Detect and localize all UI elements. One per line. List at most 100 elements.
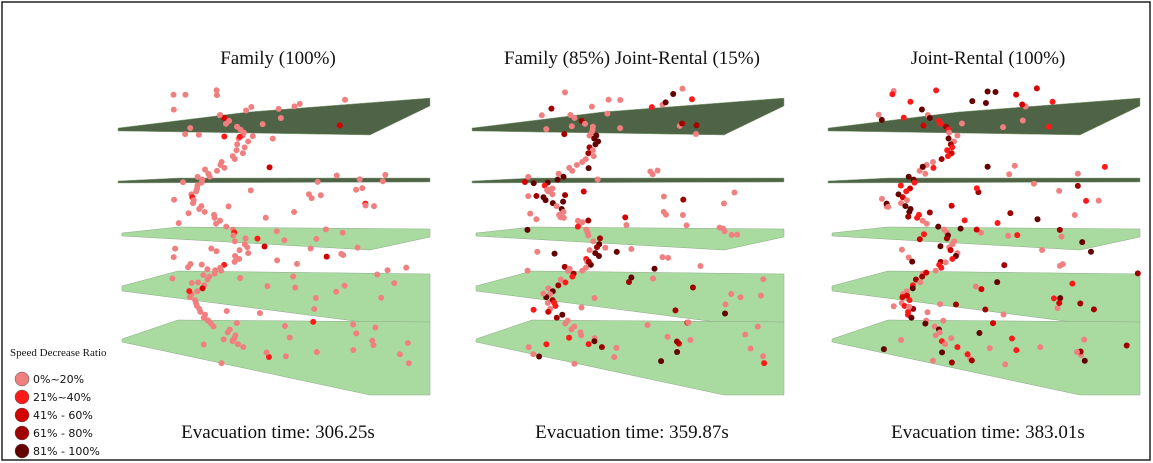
agent-dot	[908, 315, 914, 321]
agent-dot	[617, 125, 623, 131]
agent-dot	[378, 295, 384, 301]
agent-dot	[729, 232, 735, 238]
agent-dot	[171, 254, 177, 260]
agent-dot	[555, 177, 561, 183]
agent-dot	[574, 162, 580, 168]
agent-dot	[591, 338, 597, 344]
agent-dot	[949, 144, 955, 150]
agent-dot	[313, 295, 319, 301]
floor-plane	[472, 178, 784, 183]
agent-dot	[169, 275, 175, 281]
agent-dot	[555, 282, 561, 288]
agent-dot	[1020, 118, 1026, 124]
agent-dot	[363, 203, 369, 209]
agent-dot	[655, 167, 661, 173]
agent-dot	[917, 279, 923, 285]
agent-dot	[562, 89, 568, 95]
agent-dot	[987, 345, 993, 351]
agent-dot	[525, 268, 531, 274]
agent-dot	[270, 136, 276, 142]
agent-dot	[544, 187, 550, 193]
agent-dot	[221, 336, 227, 342]
agent-dot	[176, 220, 182, 226]
agent-dot	[534, 249, 540, 255]
agent-dot	[539, 112, 545, 118]
agent-dot	[572, 115, 578, 121]
agent-dot	[235, 341, 241, 347]
agent-dot	[557, 214, 563, 220]
agent-dot	[562, 321, 568, 327]
agent-dot	[561, 131, 567, 137]
agent-dot	[224, 308, 230, 314]
agent-dot	[551, 300, 557, 306]
legend-swatch	[15, 372, 29, 386]
agent-dot	[391, 280, 397, 286]
agent-dot	[281, 237, 287, 243]
agent-dot	[207, 174, 213, 180]
agent-dot	[938, 265, 944, 271]
agent-dot	[684, 222, 690, 228]
agent-dot	[731, 189, 737, 195]
agent-dot	[1000, 311, 1006, 317]
agent-dot	[338, 251, 344, 257]
agent-dot	[891, 303, 897, 309]
agent-dot	[597, 235, 603, 241]
agent-dot	[591, 153, 597, 159]
agent-dot	[372, 325, 378, 331]
agent-dot	[245, 138, 251, 144]
agent-dot	[1057, 227, 1063, 233]
agent-dot	[353, 187, 359, 193]
agent-dot	[1075, 183, 1081, 189]
agent-dot	[661, 194, 667, 200]
agent-dot	[628, 246, 634, 252]
agent-dot	[578, 332, 584, 338]
agent-dot	[219, 360, 225, 366]
agent-dot	[1000, 124, 1006, 130]
agent-dot	[680, 197, 686, 203]
floor-plane	[832, 320, 1140, 395]
agent-dot	[380, 178, 386, 184]
agent-dot	[310, 319, 316, 325]
agent-dot	[561, 174, 567, 180]
agent-dot	[920, 164, 926, 170]
agent-dot	[581, 189, 587, 195]
agent-dot	[623, 222, 629, 228]
agent-dot	[940, 318, 946, 324]
agent-dot	[202, 209, 208, 215]
agent-dot	[665, 334, 671, 340]
agent-dot	[205, 277, 211, 283]
agent-dot	[232, 259, 238, 265]
floor-plane	[828, 178, 1140, 183]
agent-dot	[230, 337, 236, 343]
agent-dot	[225, 329, 231, 335]
agent-dot	[262, 243, 268, 249]
agent-dot	[306, 191, 312, 197]
agent-dot	[889, 91, 895, 97]
evacuation-time: Evacuation time: 383.01s	[891, 422, 1085, 443]
agent-dot	[240, 150, 246, 156]
agent-dot	[689, 96, 695, 102]
agent-dot	[1074, 349, 1080, 355]
agent-dot	[760, 276, 766, 282]
agent-dot	[187, 125, 193, 131]
agent-dot	[1075, 171, 1081, 177]
agent-dot	[1072, 212, 1078, 218]
agent-dot	[1051, 295, 1057, 301]
agent-dot	[974, 185, 980, 191]
agent-dot	[905, 214, 911, 220]
agent-dot	[958, 226, 964, 232]
agent-dot	[204, 317, 210, 323]
agent-dot	[755, 324, 761, 330]
agent-dot	[651, 266, 657, 272]
agent-dot	[1013, 92, 1019, 98]
agent-dot	[901, 115, 907, 121]
agent-dot	[935, 224, 941, 230]
agent-dot	[586, 259, 592, 265]
agent-dot	[606, 97, 612, 103]
agent-dot	[969, 98, 975, 104]
agent-dot	[589, 104, 595, 110]
agent-dot	[245, 250, 251, 256]
agent-dot	[585, 232, 591, 238]
agent-dot	[748, 345, 754, 351]
agent-dot	[232, 238, 238, 244]
